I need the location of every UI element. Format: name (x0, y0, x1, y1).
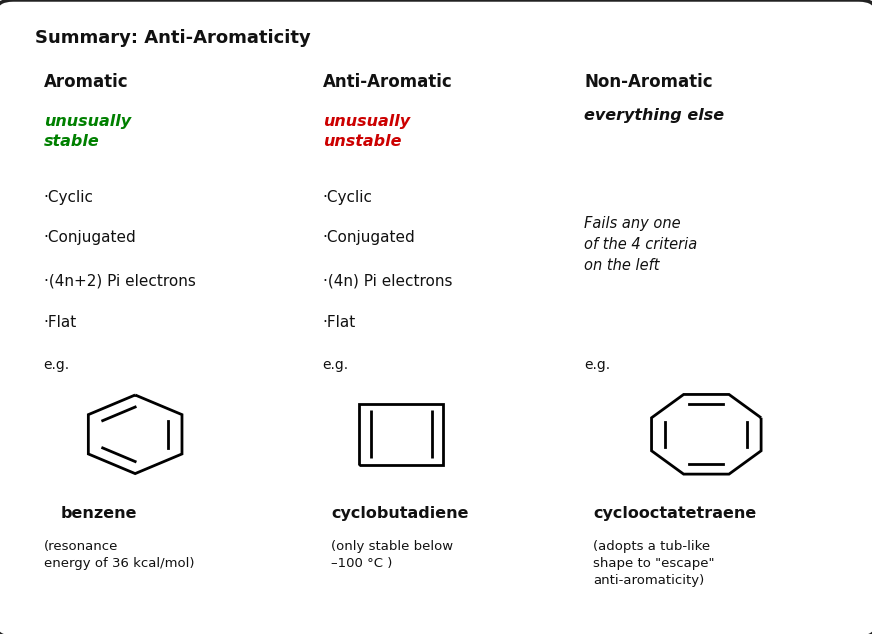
Text: cyclooctatetraene: cyclooctatetraene (593, 506, 756, 521)
Text: (resonance
energy of 36 kcal/mol): (resonance energy of 36 kcal/mol) (44, 540, 194, 570)
Text: benzene: benzene (61, 506, 138, 521)
Text: Anti-Aromatic: Anti-Aromatic (323, 73, 453, 91)
Text: Aromatic: Aromatic (44, 73, 128, 91)
Text: ·Flat: ·Flat (323, 315, 356, 330)
Text: cyclobutadiene: cyclobutadiene (331, 506, 469, 521)
Text: ·(4n+2) Pi electrons: ·(4n+2) Pi electrons (44, 274, 195, 289)
Text: ·Cyclic: ·Cyclic (44, 190, 93, 205)
Text: (only stable below
–100 °C ): (only stable below –100 °C ) (331, 540, 453, 570)
Text: ·Flat: ·Flat (44, 315, 77, 330)
Text: everything else: everything else (584, 108, 725, 123)
Text: ·Conjugated: ·Conjugated (323, 230, 415, 245)
Text: unusually
stable: unusually stable (44, 114, 131, 149)
Text: ·Conjugated: ·Conjugated (44, 230, 136, 245)
Text: Non-Aromatic: Non-Aromatic (584, 73, 713, 91)
Text: ·Cyclic: ·Cyclic (323, 190, 372, 205)
Text: Fails any one
of the 4 criteria
on the left: Fails any one of the 4 criteria on the l… (584, 216, 698, 273)
Text: Summary: Anti-Aromaticity: Summary: Anti-Aromaticity (35, 29, 310, 46)
Text: e.g.: e.g. (584, 358, 610, 372)
Text: unusually
unstable: unusually unstable (323, 114, 410, 149)
Text: e.g.: e.g. (44, 358, 70, 372)
Text: e.g.: e.g. (323, 358, 349, 372)
Text: (adopts a tub-like
shape to "escape"
anti-aromaticity): (adopts a tub-like shape to "escape" ant… (593, 540, 714, 587)
Text: ·(4n) Pi electrons: ·(4n) Pi electrons (323, 274, 453, 289)
